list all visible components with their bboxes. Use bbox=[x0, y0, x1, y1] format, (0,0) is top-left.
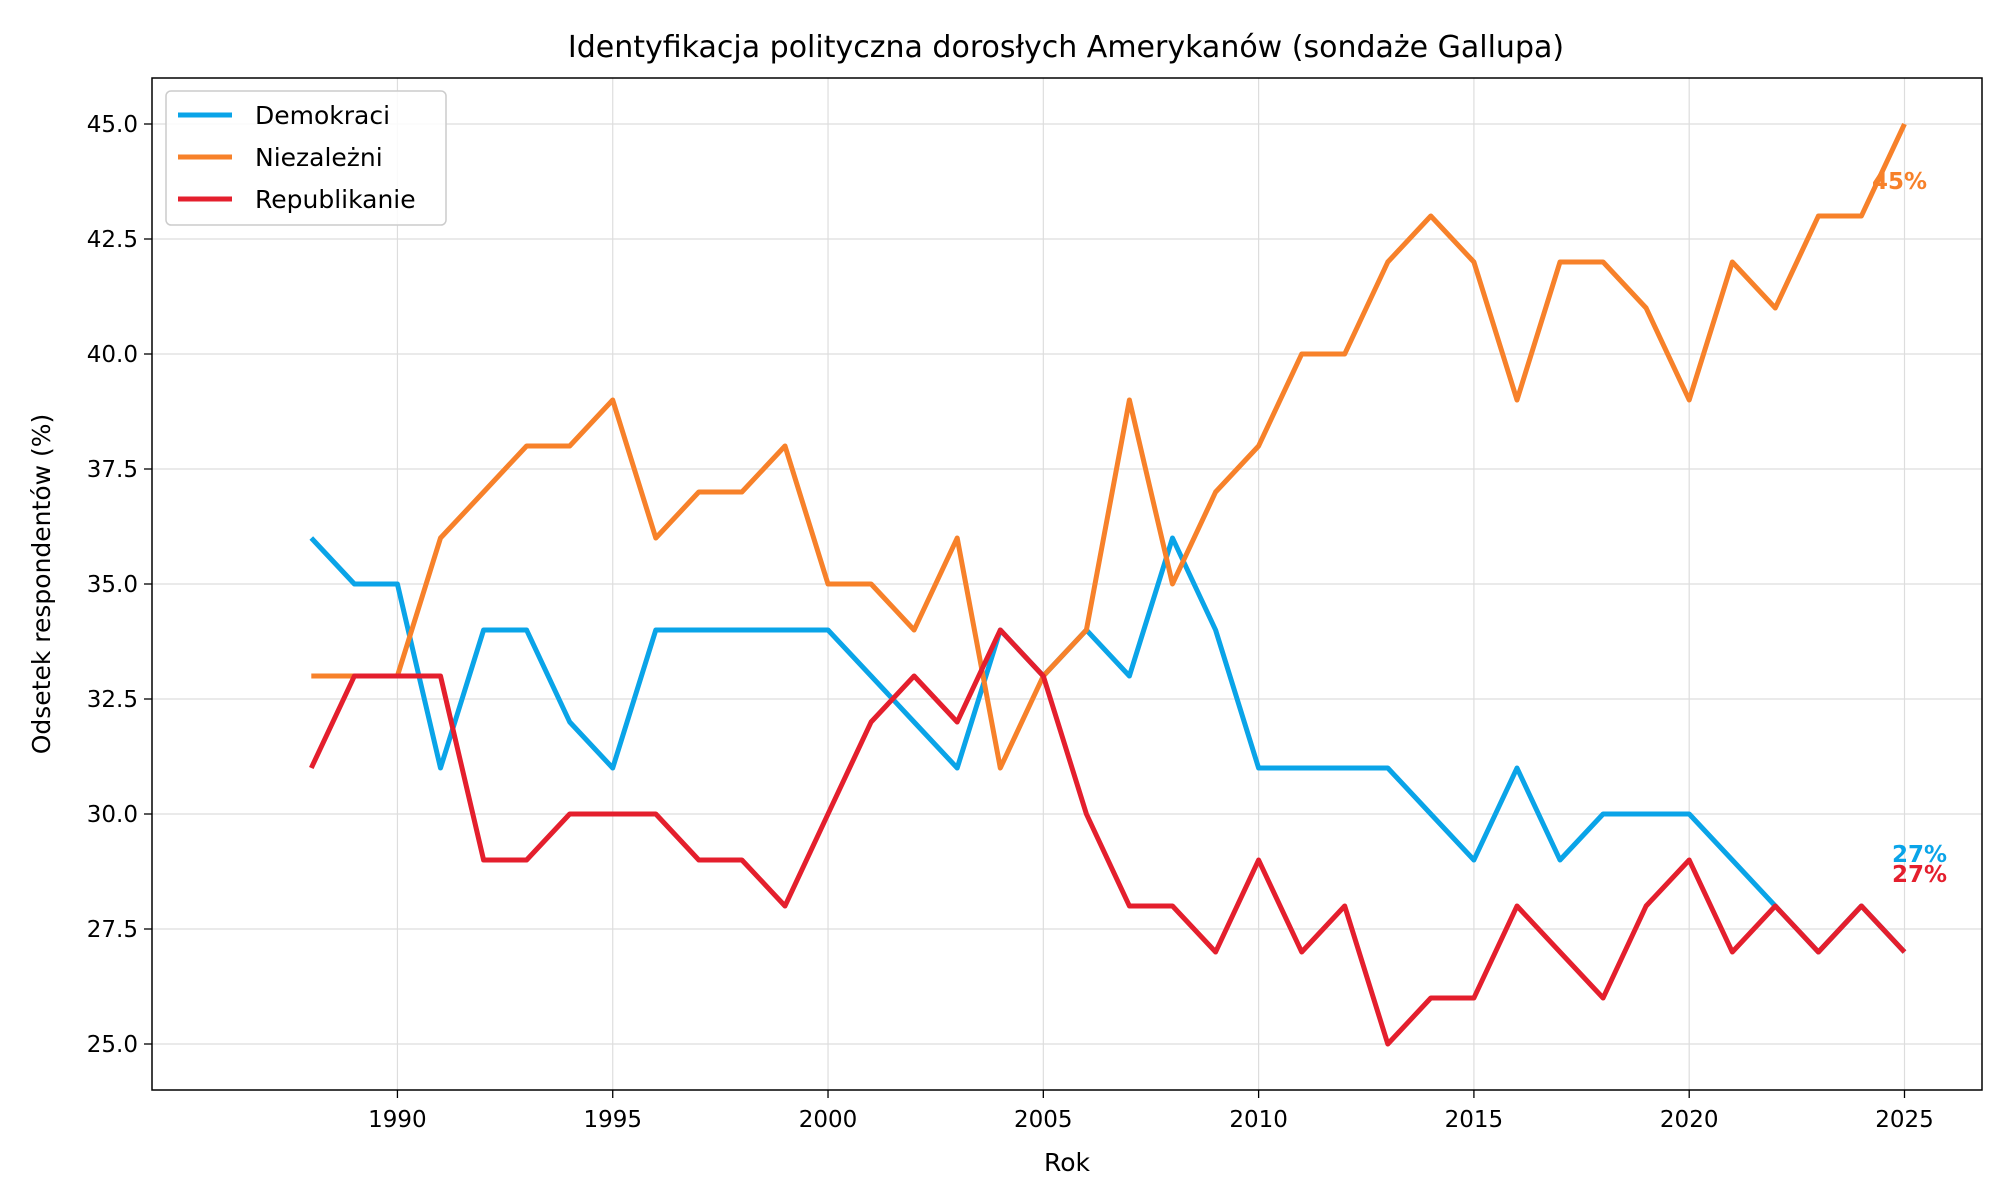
x-tick-label: 2000 bbox=[799, 1107, 858, 1133]
y-tick-label: 27.5 bbox=[87, 917, 138, 943]
end-label-niezależni: 45% bbox=[1872, 169, 1927, 195]
end-labels: 27% 45% 27% bbox=[1872, 169, 1947, 888]
legend-label-demokraci: Demokraci bbox=[255, 101, 390, 130]
x-tick-label: 2010 bbox=[1229, 1107, 1288, 1133]
x-axis-label: Rok bbox=[1044, 1148, 1091, 1177]
end-label-demokraci: 27% bbox=[1892, 842, 1947, 868]
grid-lines bbox=[152, 78, 1982, 1090]
legend-label-republikanie: Republikanie bbox=[255, 185, 416, 214]
x-tick-label: 2015 bbox=[1445, 1107, 1504, 1133]
legend-box bbox=[165, 90, 447, 226]
x-tick-label: 2020 bbox=[1660, 1107, 1719, 1133]
y-tick-label: 32.5 bbox=[87, 687, 138, 713]
y-axis-label: Odsetek respondentów (%) bbox=[27, 414, 56, 755]
series-line-demokraci bbox=[309, 535, 1907, 955]
y-tick-label: 42.5 bbox=[87, 227, 138, 253]
x-tick-label: 2005 bbox=[1014, 1107, 1073, 1133]
axis-ticks: 1990 1995 2000 2005 2010 2015 2020 2025 25.0 27.5… bbox=[87, 112, 1934, 1133]
series-lines bbox=[309, 122, 1907, 1047]
y-tick-label: 25.0 bbox=[87, 1032, 138, 1058]
y-tick-label: 40.0 bbox=[87, 342, 138, 368]
x-tick-label: 1995 bbox=[583, 1107, 642, 1133]
series-line-republikanie bbox=[309, 627, 1907, 1047]
end-label-republikanie: 27% bbox=[1892, 862, 1947, 888]
x-tick-label: 2025 bbox=[1875, 1107, 1934, 1133]
y-tick-label: 30.0 bbox=[87, 802, 138, 828]
y-tick-label: 37.5 bbox=[87, 457, 138, 483]
legend: Demokraci Niezależni Republikanie bbox=[165, 90, 447, 226]
series-line-niezależni bbox=[311, 122, 1907, 771]
y-tick-label: 45.0 bbox=[87, 112, 138, 138]
chart-title: Identyfikacja polityczna dorosłych Amery… bbox=[568, 30, 1564, 65]
legend-label-niezależni: Niezależni bbox=[255, 143, 383, 172]
y-tick-label: 35.0 bbox=[87, 572, 138, 598]
x-tick-label: 1990 bbox=[368, 1107, 427, 1133]
